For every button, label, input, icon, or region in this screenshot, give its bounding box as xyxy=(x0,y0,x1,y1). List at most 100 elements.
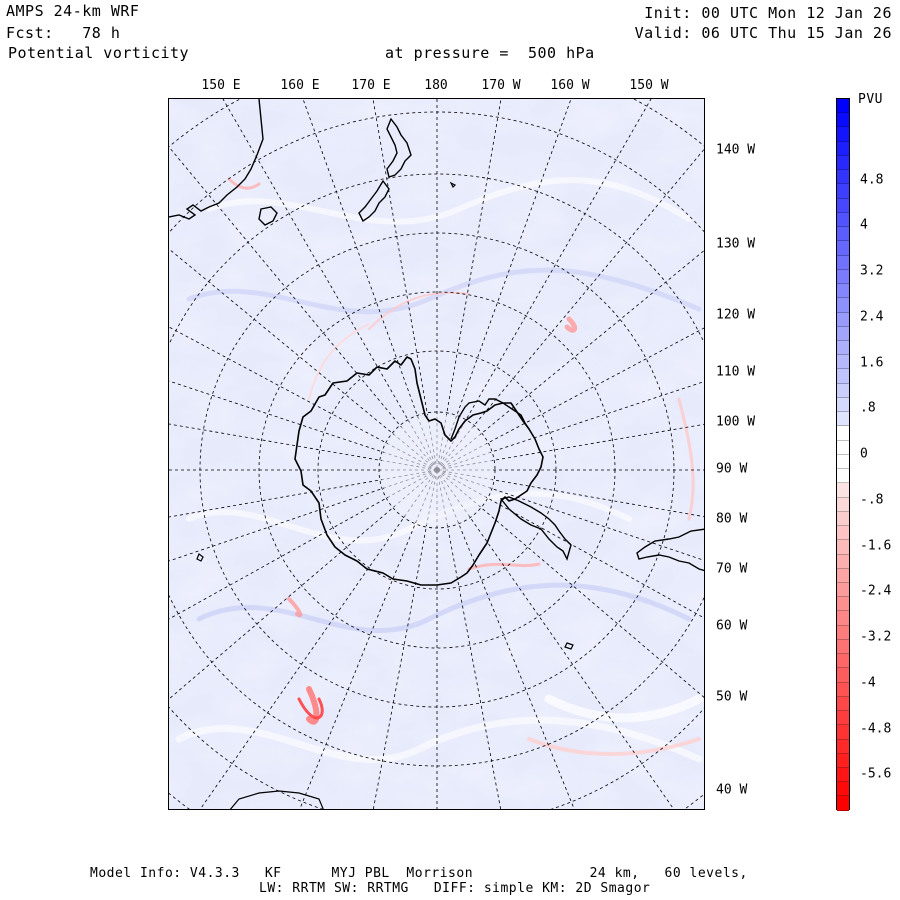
lon-label-60w: 60 W xyxy=(716,618,748,634)
colorbar-label: -1.6 xyxy=(860,538,892,554)
lon-label-160w: 160 W xyxy=(550,78,590,93)
colorbar-label: -5.6 xyxy=(860,766,892,782)
lon-label-50w: 50 W xyxy=(716,689,748,705)
colorbar-segment xyxy=(837,511,849,527)
colorbar-segment xyxy=(837,284,849,299)
colorbar-segment xyxy=(837,654,849,669)
colorbar-segment xyxy=(837,483,849,498)
australia-coastline xyxy=(169,99,264,220)
colorbar-label: 4 xyxy=(860,217,868,233)
lon-label-90w: 90 W xyxy=(716,461,748,477)
colorbar-segment xyxy=(837,426,849,441)
colorbar-segment xyxy=(837,796,849,811)
colorbar-label: -4.8 xyxy=(860,721,892,737)
forecast-hour: Fcst: 78 h xyxy=(6,24,121,42)
new-zealand-coastline xyxy=(358,117,412,223)
lon-label-160e: 160 E xyxy=(280,78,320,93)
colorbar-segment xyxy=(837,782,849,797)
colorbar-segment xyxy=(837,597,849,612)
lon-label-40w: 40 W xyxy=(716,782,748,798)
colorbar-segment xyxy=(837,383,849,398)
colorbar-label: .8 xyxy=(860,400,876,416)
colorbar-segment xyxy=(837,497,849,512)
islands xyxy=(196,181,574,809)
model-info-line1: Model Info: V4.3.3 KF MYJ PBL Morrison 2… xyxy=(90,866,748,881)
lon-label-170e: 170 E xyxy=(351,78,391,93)
colorbar-label: 4.8 xyxy=(860,172,884,188)
colorbar-segment xyxy=(837,412,849,427)
colorbar-segment xyxy=(837,696,849,712)
colorbar-segment xyxy=(837,326,849,341)
antarctic-peninsula xyxy=(499,496,572,561)
south-america-coastline xyxy=(636,528,704,572)
colorbar-segment xyxy=(837,355,849,370)
colorbar-segment xyxy=(837,397,849,413)
colorbar-segment xyxy=(837,526,849,541)
colorbar-segment xyxy=(837,212,849,228)
colorbar-label: -2.4 xyxy=(860,583,892,599)
colorbar-segment xyxy=(837,725,849,740)
meridians xyxy=(169,99,704,809)
colorbar-segment xyxy=(837,340,849,356)
colorbar-segment xyxy=(837,639,849,655)
colorbar-segment xyxy=(837,227,849,242)
colorbar-segment xyxy=(837,312,849,327)
colorbar-segment xyxy=(837,198,849,213)
colorbar-segment xyxy=(837,568,849,583)
lon-label-100w: 100 W xyxy=(716,414,756,430)
colorbar-segment xyxy=(837,440,849,455)
colorbar-label: -.8 xyxy=(860,492,884,508)
pv-map-panel xyxy=(168,98,705,810)
colorbar-segment xyxy=(837,113,849,128)
colorbar-label: 3.2 xyxy=(860,263,884,279)
pressure-level: at pressure = 500 hPa xyxy=(385,44,595,62)
colorbar-segment xyxy=(837,753,849,769)
tasmania-coastline xyxy=(258,206,278,226)
ross-ice-shelf-coast xyxy=(450,398,530,440)
colorbar-segment xyxy=(837,625,849,640)
colorbar-segment xyxy=(837,611,849,626)
model-title: AMPS 24-km WRF xyxy=(6,2,140,20)
colorbar-label: 2.4 xyxy=(860,309,884,325)
antarctica-coastline xyxy=(294,356,544,586)
colorbar-segment xyxy=(837,469,849,484)
colorbar-label: -3.2 xyxy=(860,629,892,645)
colorbar-segment xyxy=(837,241,849,256)
colorbar-segment xyxy=(837,454,849,470)
colorbar-label: 0 xyxy=(860,446,868,462)
colorbar-segment xyxy=(837,768,849,783)
lon-label-110w: 110 W xyxy=(716,364,756,380)
colorbar-label: -4 xyxy=(860,675,876,691)
lon-label-70w: 70 W xyxy=(716,561,748,577)
pv-colorbar xyxy=(836,98,850,811)
colorbar-segment xyxy=(837,155,849,171)
colorbar-unit: PVU xyxy=(858,92,883,107)
colorbar-segment xyxy=(837,127,849,142)
colorbar-label: 1.6 xyxy=(860,355,884,371)
lon-label-80w: 80 W xyxy=(716,511,748,527)
colorbar-segment xyxy=(837,269,849,285)
colorbar-segment xyxy=(837,255,849,270)
lon-label-150w: 150 W xyxy=(629,78,669,93)
colorbar-segment xyxy=(837,582,849,598)
valid-time: Valid: 06 UTC Thu 15 Jan 26 xyxy=(634,24,892,42)
colorbar-segment xyxy=(837,739,849,754)
colorbar-segment xyxy=(837,184,849,199)
colorbar-segment xyxy=(837,298,849,313)
init-time: Init: 00 UTC Mon 12 Jan 26 xyxy=(644,4,892,22)
colorbar-segment xyxy=(837,668,849,683)
pole-region xyxy=(381,414,493,526)
lon-label-170w: 170 W xyxy=(481,78,521,93)
colorbar-segment xyxy=(837,141,849,156)
colorbar-segment xyxy=(837,682,849,697)
model-info-line2: LW: RRTM SW: RRTMG DIFF: simple KM: 2D S… xyxy=(259,881,651,896)
lon-label-140w: 140 W xyxy=(716,142,756,158)
colorbar-segment xyxy=(837,711,849,726)
field-name: Potential vorticity xyxy=(8,44,190,62)
colorbar-segment xyxy=(837,540,849,555)
lon-label-120w: 120 W xyxy=(716,307,756,323)
colorbar-segment xyxy=(837,369,849,384)
colorbar-segment xyxy=(837,99,849,114)
lon-label-150e: 150 E xyxy=(201,78,241,93)
lon-label-180: 180 xyxy=(424,78,448,93)
